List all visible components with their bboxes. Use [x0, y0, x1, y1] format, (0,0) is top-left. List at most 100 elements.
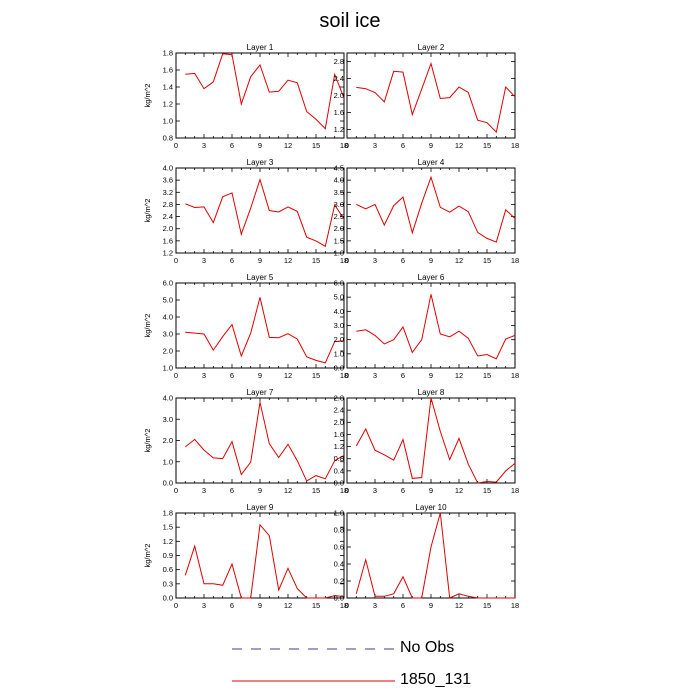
plot-frame	[175, 397, 345, 484]
y-tick-label: 1.2	[334, 125, 344, 134]
x-tick-label: 3	[202, 486, 206, 495]
panel-title: Layer 6	[418, 273, 445, 282]
legend-label-1850-131: 1850_131	[400, 671, 472, 688]
x-tick-label: 0	[345, 141, 349, 150]
x-tick-label: 6	[230, 256, 234, 265]
x-tick-label: 3	[202, 256, 206, 265]
y-tick-label: 1.2	[163, 537, 173, 546]
x-tick-label: 12	[455, 601, 463, 610]
y-tick-label: 2.0	[163, 347, 173, 356]
series-line-1850-131	[185, 53, 345, 130]
panel-title: Layer 3	[247, 158, 274, 167]
x-tick-label: 9	[258, 486, 262, 495]
y-tick-label: 0.2	[334, 577, 344, 586]
y-tick-label: 2.4	[334, 74, 344, 83]
y-tick-label: 1.5	[163, 523, 173, 532]
y-tick-label: 0.0	[334, 479, 344, 488]
y-axis-label: kg/m^2	[143, 314, 152, 338]
y-tick-label: 2.0	[334, 91, 344, 100]
x-tick-label: 15	[312, 601, 320, 610]
series-line-1850-131	[356, 175, 516, 243]
x-tick-label: 18	[511, 371, 519, 380]
x-tick-label: 12	[455, 486, 463, 495]
y-tick-label: 1.8	[163, 49, 173, 58]
series-line-1850-131	[184, 523, 345, 599]
panel-title: Layer 7	[247, 388, 274, 397]
y-tick-label: 1.5	[334, 236, 344, 245]
y-tick-label: 0.6	[163, 565, 173, 574]
panel-layer-6: Layer 60 3 6 9 12 15 180.01.02.03.04.05.06.0	[334, 273, 520, 380]
y-tick-label: 2.4	[334, 406, 344, 415]
x-tick-label: 15	[483, 371, 491, 380]
x-tick-label: 18	[340, 141, 348, 150]
x-tick-label: 12	[455, 256, 463, 265]
y-tick-label: 0.6	[334, 543, 344, 552]
x-tick-label: 18	[511, 256, 519, 265]
y-tick-label: 1.0	[163, 364, 173, 373]
x-tick-label: 15	[483, 601, 491, 610]
x-tick-label: 6	[230, 486, 234, 495]
x-tick-label: 0	[174, 601, 178, 610]
y-tick-label: 4.0	[334, 176, 344, 185]
y-tick-label: 3.0	[334, 321, 344, 330]
x-tick-label: 0	[345, 256, 349, 265]
x-tick-label: 3	[202, 141, 206, 150]
x-tick-label: 6	[230, 141, 234, 150]
x-tick-label: 15	[312, 486, 320, 495]
x-tick-label: 12	[284, 141, 292, 150]
x-tick-label: 6	[230, 601, 234, 610]
legend-label-no-obs: No Obs	[400, 639, 455, 656]
y-tick-label: 0.8	[334, 526, 344, 535]
x-tick-label: 9	[429, 141, 433, 150]
figure-title: soil ice	[319, 10, 381, 32]
y-tick-label: 2.0	[334, 224, 344, 233]
x-tick-label: 6	[230, 371, 234, 380]
x-tick-label: 3	[373, 371, 377, 380]
y-tick-label: 1.2	[163, 249, 173, 258]
x-tick-label: 18	[340, 256, 348, 265]
y-tick-label: 3.5	[334, 188, 344, 197]
y-tick-label: 2.8	[163, 200, 173, 209]
x-tick-label: 9	[258, 371, 262, 380]
plot-frame	[175, 282, 345, 369]
series-line-1850-131	[356, 61, 516, 134]
y-tick-label: 0.0	[334, 364, 344, 373]
y-tick-label: 4.0	[163, 394, 173, 403]
y-tick-label: 1.2	[163, 100, 173, 109]
y-tick-label: 4.5	[334, 164, 344, 173]
y-tick-label: 0.0	[163, 594, 173, 603]
x-tick-label: 0	[174, 141, 178, 150]
y-tick-label: 6.0	[334, 279, 344, 288]
y-tick-label: 4.0	[163, 313, 173, 322]
x-tick-label: 15	[312, 141, 320, 150]
y-tick-label: 0.4	[334, 560, 344, 569]
panel-layer-9: Layer 90 3 6 9 12 15 180.00.30.60.91.21.51.8kg…	[143, 503, 348, 610]
y-tick-label: 1.0	[334, 249, 344, 258]
y-tick-label: 3.0	[334, 200, 344, 209]
y-tick-label: 0.8	[334, 454, 344, 463]
panel-title: Layer 1	[247, 43, 274, 52]
x-tick-label: 15	[312, 256, 320, 265]
series-line-1850-131	[355, 397, 516, 484]
x-tick-label: 15	[483, 486, 491, 495]
series-line-1850-131	[185, 177, 345, 248]
x-tick-label: 9	[258, 141, 262, 150]
y-tick-label: 1.0	[334, 509, 344, 518]
panel-layer-3: Layer 3 0 3 6 9 12 15 18 1.2 1.6 2.0 2.4 2.8 3.2 3.6 4.…	[143, 158, 348, 265]
x-tick-label: 6	[401, 256, 405, 265]
panel-layer-8: Layer 80 3 6 9 12 15 180.00.40.81.21.62.02.42.…	[334, 388, 520, 495]
plot-frame	[346, 397, 516, 484]
x-tick-label: 6	[401, 486, 405, 495]
y-tick-label: 2.5	[334, 212, 344, 221]
x-tick-label: 9	[258, 601, 262, 610]
y-tick-label: 1.6	[334, 430, 344, 439]
y-tick-label: 0.0	[334, 594, 344, 603]
y-axis-label: kg/m^2	[143, 544, 152, 568]
x-tick-label: 18	[340, 486, 348, 495]
y-tick-label: 6.0	[163, 279, 173, 288]
y-tick-label: 1.0	[163, 457, 173, 466]
x-tick-label: 12	[455, 371, 463, 380]
y-tick-label: 0.0	[163, 479, 173, 488]
y-tick-label: 1.2	[334, 442, 344, 451]
